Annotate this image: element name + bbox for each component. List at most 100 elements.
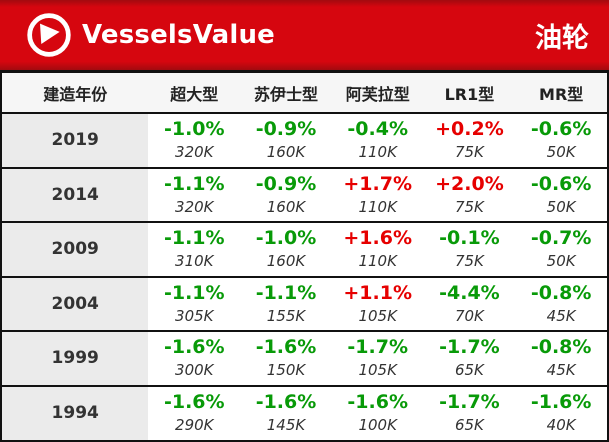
table-header-row: 建造年份 超大型 苏伊士型 阿芙拉型 LR1型 MR型 [2,73,607,114]
value-cell: +0.2% 75K [424,113,516,168]
change-percent: -1.6% [255,336,317,359]
values-table-wrap: 建造年份 超大型 苏伊士型 阿芙拉型 LR1型 MR型 2019 -1.0% 320K -0.9… [0,70,609,442]
value-label: 160K [266,197,306,216]
change-percent: -1.1% [255,281,317,304]
value-cell: -1.1% 310K [148,222,240,277]
value-cell: +2.0% 75K [424,168,516,223]
value-cell: -1.1% 320K [148,168,240,223]
value-cell: -1.7% 65K [424,331,516,386]
column-header: LR1型 [423,73,516,114]
change-percent: -1.1% [163,227,225,250]
value-cell: -1.6% 300K [148,331,240,386]
value-cell: -0.4% 110K [332,113,424,168]
table-row: 2014 -1.1% 320K -0.9% 160K +1.7% 110K +2.0% 75K -… [2,167,607,223]
value-cell: +1.1% 105K [332,277,424,332]
table-row: 2019 -1.0% 320K -0.9% 160K -0.4% 110K +0.2% 75K -… [2,113,607,168]
change-percent: -4.4% [439,281,500,304]
change-percent: -1.6% [255,391,317,414]
change-percent: -0.8% [530,336,592,359]
value-cell: -1.1% 155K [240,277,332,332]
change-percent: -1.6% [347,391,408,414]
value-cell: -0.8% 45K [515,331,607,386]
build-year-cell: 2009 [2,222,149,277]
value-label: 160K [266,252,306,271]
value-label: 50K [546,197,576,216]
vesselsvalue-logo-icon [26,12,72,58]
table-row: 2004 -1.1% 305K -1.1% 155K +1.1% 105K -4.4% 70K -… [2,276,607,332]
value-label: 320K [175,143,214,162]
value-label: 150K [266,361,306,380]
value-label: 290K [175,416,214,435]
build-year-cell: 1999 [2,331,149,386]
table-row: 2009 -1.1% 310K -1.0% 160K +1.6% 110K -0.1% 75K -… [2,222,607,277]
value-cell: -1.1% 305K [148,277,240,332]
brand-name: VesselsValue [82,20,276,50]
page-title: 油轮 [535,22,589,54]
value-label: 320K [175,197,214,216]
change-percent: +1.7% [343,172,413,195]
change-percent: -0.1% [439,227,500,250]
build-year-cell: 2014 [2,167,149,222]
change-percent: -0.7% [530,227,592,250]
change-percent: -1.7% [439,391,500,414]
value-label: 75K [454,143,484,162]
column-header: 超大型 [148,73,241,114]
value-cell: -1.6% 40K [515,386,607,441]
change-percent: +1.1% [343,281,413,304]
change-percent: +2.0% [435,172,504,195]
column-header: 建造年份 [2,73,149,114]
change-percent: -1.0% [255,227,317,250]
value-label: 155K [266,306,306,325]
value-label: 310K [175,252,214,271]
change-percent: -0.6% [530,172,592,195]
table-row: 1994 -1.6% 290K -1.6% 145K -1.6% 100K -1.7% 65K -… [2,385,607,441]
value-label: 105K [358,361,397,380]
value-cell: +1.7% 110K [332,168,424,223]
value-cell: -4.4% 70K [424,277,516,332]
value-cell: -1.7% 65K [424,386,516,441]
value-label: 100K [358,416,397,435]
brand-banner: VesselsValue 油轮 [0,0,609,70]
value-label: 110K [358,197,397,216]
value-cell: -0.1% 75K [424,222,516,277]
value-label: 160K [266,143,306,162]
value-cell: -0.8% 45K [515,277,607,332]
value-cell: -1.6% 150K [240,331,332,386]
value-label: 40K [546,416,576,435]
value-cell: -1.6% 290K [148,386,240,441]
change-percent: +1.6% [343,227,413,250]
value-label: 65K [454,361,484,380]
change-percent: -0.9% [255,118,317,141]
build-year-cell: 2004 [2,276,149,331]
change-percent: -1.1% [163,172,225,195]
value-label: 300K [175,361,214,380]
change-percent: -0.8% [530,281,592,304]
value-label: 75K [454,252,484,271]
change-percent: -0.6% [530,118,592,141]
change-percent: -1.7% [347,336,408,359]
value-label: 50K [546,252,576,271]
table-body: 2019 -1.0% 320K -0.9% 160K -0.4% 110K +0.2% 75K -… [2,113,607,440]
value-label: 45K [546,361,576,380]
value-label: 75K [454,197,484,216]
value-cell: -1.6% 100K [332,386,424,441]
change-percent: -1.0% [163,118,225,141]
value-cell: -1.0% 320K [148,113,240,168]
build-year-cell: 1994 [2,385,149,440]
value-cell: -0.6% 50K [515,168,607,223]
value-cell: +1.6% 110K [332,222,424,277]
value-label: 305K [175,306,214,325]
value-label: 45K [546,306,576,325]
values-table: 建造年份 超大型 苏伊士型 阿芙拉型 LR1型 MR型 2019 -1.0% 320K -0.9… [2,73,607,440]
value-cell: -0.9% 160K [240,168,332,223]
value-label: 145K [266,416,306,435]
change-percent: -0.9% [255,172,317,195]
build-year-cell: 2019 [2,113,149,168]
value-label: 110K [358,143,397,162]
change-percent: -1.1% [163,281,225,304]
change-percent: -1.7% [439,336,500,359]
value-cell: -0.7% 50K [515,222,607,277]
change-percent: -1.6% [530,391,592,414]
value-cell: -1.7% 105K [332,331,424,386]
change-percent: -1.6% [163,391,225,414]
